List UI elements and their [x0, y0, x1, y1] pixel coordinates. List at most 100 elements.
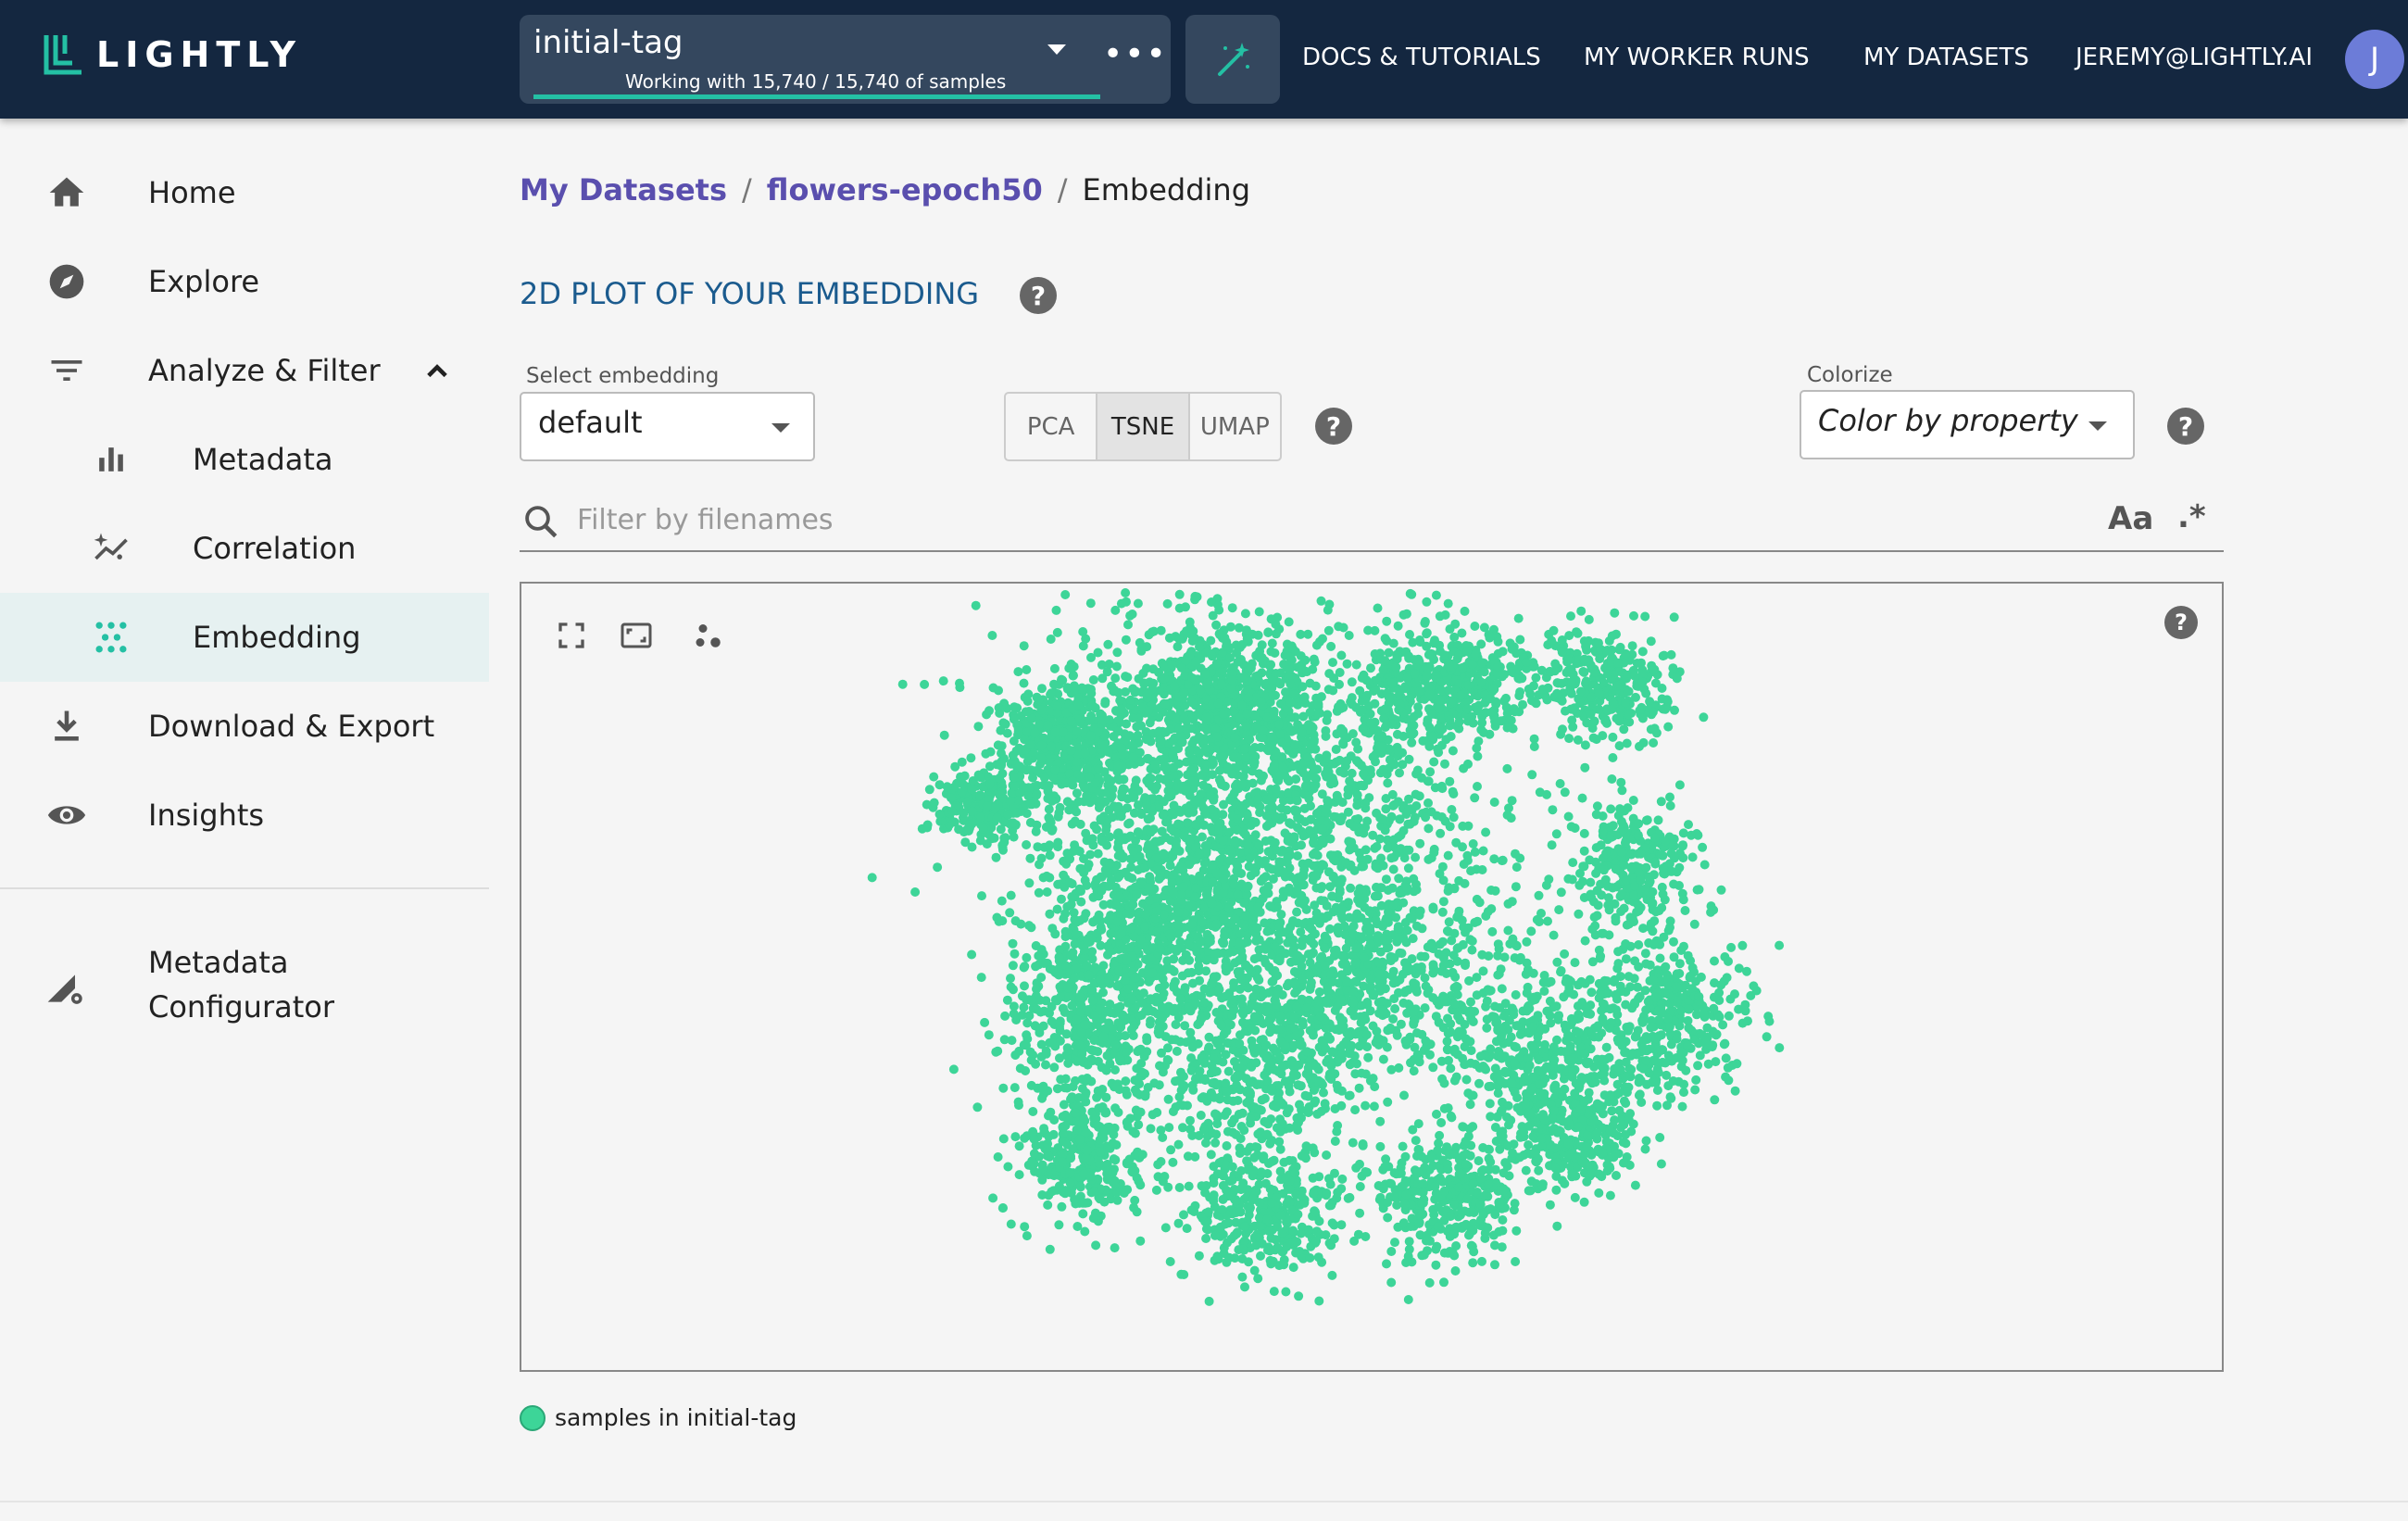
embedding-point[interactable]	[1622, 738, 1632, 748]
embedding-point[interactable]	[1611, 916, 1621, 926]
embedding-point[interactable]	[990, 803, 1000, 813]
help-icon[interactable]: ?	[1020, 277, 1057, 314]
embedding-point[interactable]	[966, 753, 976, 763]
embedding-point[interactable]	[1370, 698, 1380, 709]
embedding-point[interactable]	[1228, 796, 1238, 806]
embedding-point[interactable]	[1348, 699, 1357, 710]
embedding-point[interactable]	[1116, 598, 1126, 609]
embedding-point[interactable]	[1150, 760, 1160, 771]
embedding-point[interactable]	[1376, 853, 1386, 863]
embedding-point[interactable]	[1170, 681, 1180, 691]
embedding-point[interactable]	[1429, 757, 1439, 767]
embedding-point[interactable]	[1322, 750, 1332, 760]
embedding-point[interactable]	[962, 797, 972, 807]
embedding-point[interactable]	[975, 773, 985, 783]
embedding-point[interactable]	[1120, 1015, 1130, 1025]
embedding-point[interactable]	[1190, 674, 1199, 685]
embedding-point[interactable]	[1000, 1011, 1010, 1021]
embedding-point[interactable]	[933, 862, 943, 873]
embedding-point[interactable]	[1136, 808, 1147, 818]
embedding-point[interactable]	[1174, 635, 1185, 645]
embedding-point[interactable]	[978, 823, 988, 834]
embedding-point[interactable]	[1424, 741, 1435, 751]
embedding-point[interactable]	[1032, 790, 1042, 800]
embedding-point[interactable]	[1429, 848, 1439, 858]
embedding-point[interactable]	[1640, 611, 1650, 622]
embedding-point[interactable]	[1009, 1009, 1019, 1019]
embedding-point[interactable]	[1557, 647, 1567, 658]
embedding-point[interactable]	[1489, 798, 1499, 807]
embedding-point[interactable]	[1223, 761, 1233, 772]
embedding-point[interactable]	[959, 808, 969, 818]
embedding-point[interactable]	[1526, 926, 1536, 936]
embedding-point[interactable]	[1083, 1060, 1093, 1070]
embedding-point[interactable]	[1313, 699, 1323, 709]
embedding-point[interactable]	[1395, 814, 1405, 824]
embedding-point[interactable]	[984, 772, 993, 782]
embedding-point[interactable]	[1274, 720, 1284, 730]
embedding-point[interactable]	[1430, 635, 1439, 646]
embedding-point[interactable]	[1308, 664, 1318, 674]
embedding-point[interactable]	[1132, 722, 1142, 732]
embedding-point[interactable]	[1357, 673, 1367, 683]
embedding-point[interactable]	[1173, 1012, 1184, 1023]
embedding-point[interactable]	[1377, 742, 1387, 752]
embedding-point[interactable]	[1169, 800, 1179, 811]
embedding-point[interactable]	[1156, 735, 1166, 746]
embedding-point[interactable]	[1311, 809, 1322, 819]
embedding-point[interactable]	[934, 780, 945, 790]
sidebar-item-metadata-configurator[interactable]: Metadata Configurator	[0, 937, 489, 1039]
embedding-point[interactable]	[999, 753, 1009, 763]
embedding-point[interactable]	[1476, 677, 1486, 687]
embedding-point[interactable]	[1349, 865, 1360, 875]
embedding-point[interactable]	[1228, 752, 1238, 762]
embedding-point[interactable]	[1163, 1094, 1173, 1104]
embedding-point[interactable]	[1186, 765, 1197, 775]
embedding-point[interactable]	[1454, 650, 1464, 660]
embedding-point[interactable]	[1160, 754, 1170, 764]
embedding-point[interactable]	[1378, 764, 1388, 774]
embedding-point[interactable]	[1329, 778, 1339, 788]
embedding-point[interactable]	[1108, 784, 1118, 794]
embedding-point[interactable]	[1055, 1036, 1065, 1046]
embedding-point[interactable]	[1629, 610, 1638, 621]
embedding-point[interactable]	[1407, 737, 1417, 748]
embedding-point[interactable]	[1026, 1080, 1036, 1090]
embedding-point[interactable]	[1606, 804, 1616, 814]
embedding-point[interactable]	[1358, 705, 1367, 715]
embedding-point[interactable]	[1020, 981, 1029, 991]
embedding-point[interactable]	[1035, 860, 1044, 870]
embedding-point[interactable]	[1689, 919, 1699, 929]
embedding-point[interactable]	[1550, 659, 1561, 669]
embedding-point[interactable]	[1431, 673, 1441, 683]
embedding-point[interactable]	[1718, 1020, 1728, 1030]
embedding-point[interactable]	[1624, 710, 1633, 720]
embedding-point[interactable]	[1529, 661, 1539, 672]
embedding-point[interactable]	[1470, 793, 1480, 803]
embedding-point[interactable]	[1269, 710, 1279, 720]
embedding-point[interactable]	[1610, 608, 1620, 618]
embedding-point[interactable]	[1075, 819, 1085, 829]
embedding-point[interactable]	[1235, 713, 1245, 723]
embedding-point[interactable]	[1036, 973, 1047, 983]
embedding-point[interactable]	[1422, 629, 1432, 639]
embedding-point[interactable]	[1328, 658, 1337, 668]
embedding-point[interactable]	[1509, 704, 1519, 714]
embedding-point[interactable]	[999, 1035, 1010, 1045]
embedding-point[interactable]	[1449, 812, 1459, 823]
embedding-point[interactable]	[967, 819, 977, 829]
embedding-point[interactable]	[1607, 704, 1617, 714]
embedding-point[interactable]	[1136, 644, 1147, 654]
embedding-point[interactable]	[1275, 698, 1286, 709]
embedding-point[interactable]	[1052, 627, 1062, 637]
embedding-point[interactable]	[1422, 597, 1432, 607]
embedding-point[interactable]	[1438, 875, 1449, 886]
embedding-point[interactable]	[1580, 762, 1590, 773]
embedding-point[interactable]	[1439, 650, 1449, 660]
embedding-point[interactable]	[1474, 736, 1484, 747]
embedding-point[interactable]	[1167, 660, 1177, 670]
embedding-point[interactable]	[1616, 777, 1626, 787]
embedding-point[interactable]	[1199, 820, 1210, 830]
embedding-point[interactable]	[1331, 745, 1341, 754]
embedding-point[interactable]	[1225, 653, 1235, 663]
